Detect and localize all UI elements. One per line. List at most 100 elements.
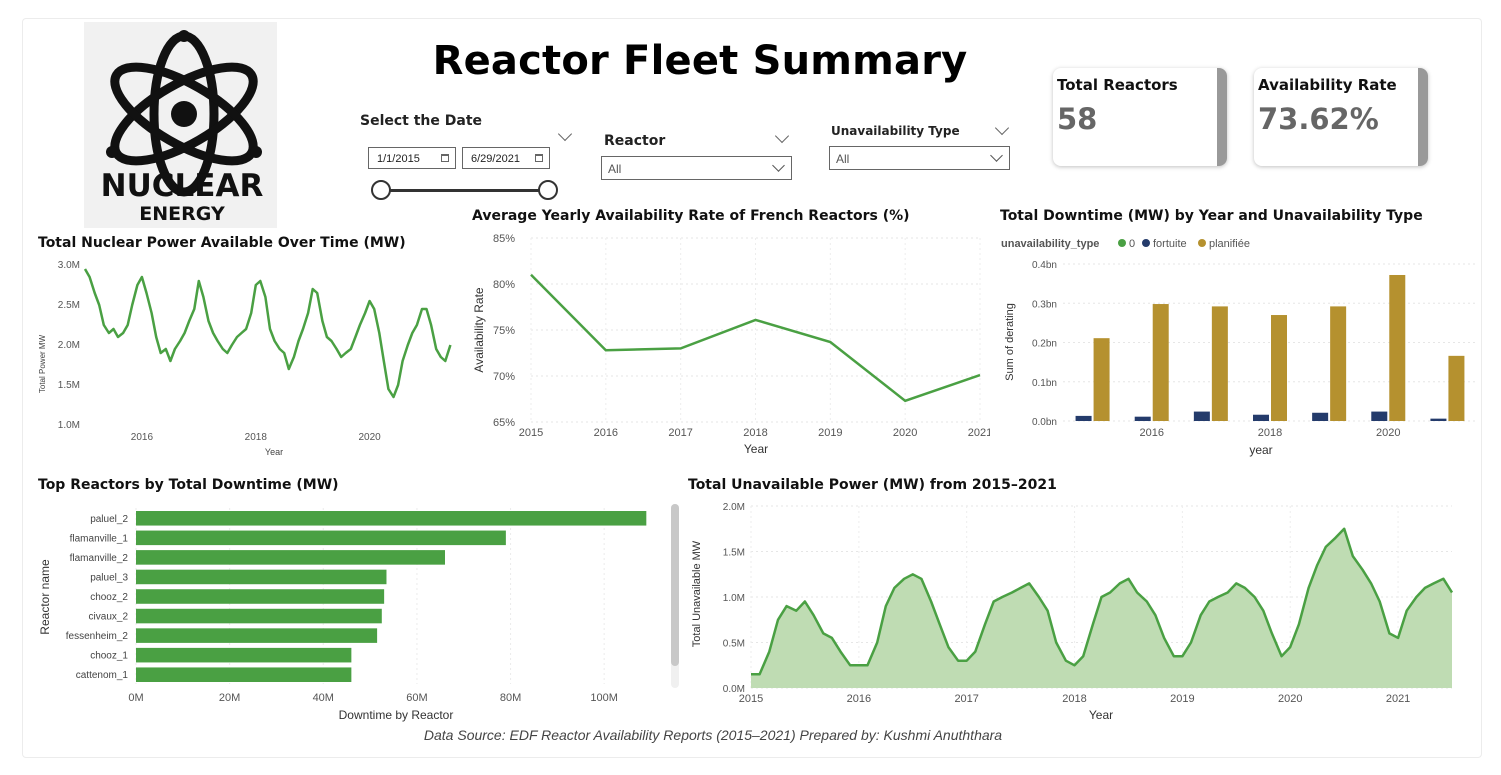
reactor-downtime-bar bbox=[136, 647, 352, 663]
bar-fortuite bbox=[1193, 411, 1210, 421]
y-tick-label: 3.0M bbox=[58, 260, 80, 271]
power-x-axis-title: Year bbox=[265, 447, 283, 457]
x-tick-label: 40M bbox=[313, 692, 334, 704]
bar-planifiee bbox=[1448, 355, 1465, 421]
downtime-y-axis-title: Sum of derating bbox=[1004, 303, 1016, 381]
y-tick-label: 0.2bn bbox=[1032, 339, 1057, 350]
x-tick-label: 2020 bbox=[358, 432, 381, 443]
unavailability-dropdown-value: All bbox=[836, 152, 850, 166]
slider-start-handle[interactable] bbox=[371, 180, 391, 200]
calendar-icon[interactable] bbox=[441, 154, 449, 162]
unavailability-dropdown[interactable]: All bbox=[829, 146, 1010, 170]
y-tick-label: 1.5M bbox=[723, 548, 745, 559]
chevron-down-icon[interactable] bbox=[990, 149, 1003, 162]
y-tick-label: 0.3bn bbox=[1032, 299, 1057, 310]
bar-fortuite bbox=[1134, 416, 1151, 421]
start-date-input[interactable]: 1/1/2015 bbox=[368, 147, 456, 169]
y-tick-label: 85% bbox=[493, 233, 515, 245]
chevron-down-icon[interactable] bbox=[772, 159, 785, 172]
y-tick-label: 2.0M bbox=[58, 340, 80, 351]
slider-end-handle[interactable] bbox=[538, 180, 558, 200]
availability-rate-chart[interactable]: 85% 80% 75% 70% 65% 2015 2016 2017 2018 2019 2020 2… bbox=[465, 225, 990, 460]
reactor-downtime-bar bbox=[136, 608, 382, 624]
unavailable-power-chart-title: Total Unavailable Power (MW) from 2015–2… bbox=[688, 477, 1057, 493]
availability-rate-value: 73.62% bbox=[1258, 102, 1379, 136]
legend-title: unavailability_type bbox=[1001, 238, 1099, 250]
bar-fortuite bbox=[1253, 414, 1269, 421]
card-accent-bar bbox=[1418, 68, 1428, 166]
reactor-slicer-title: Reactor bbox=[604, 133, 666, 149]
downtime-x-axis-title: year bbox=[1249, 443, 1272, 457]
y-tick-label: 80% bbox=[493, 279, 515, 291]
avail-x-axis-title: Year bbox=[744, 442, 768, 456]
atom-icon: NUCLEAR ENERGY bbox=[101, 30, 264, 225]
x-tick-label: 2018 bbox=[245, 432, 268, 443]
bar-fortuite bbox=[1371, 411, 1388, 421]
bar-planifiee bbox=[1093, 338, 1110, 421]
top-reactors-scrollbar[interactable] bbox=[671, 504, 679, 688]
legend-marker-fortuite bbox=[1142, 239, 1150, 247]
x-tick-label: 2020 bbox=[1376, 427, 1400, 439]
unavailable-power-line bbox=[751, 527, 1454, 676]
reactor-downtime-bar bbox=[136, 511, 647, 526]
reactor-name-label: flamanville_2 bbox=[70, 553, 129, 564]
availability-rate-label: Availability Rate bbox=[1258, 76, 1397, 94]
x-tick-label: 60M bbox=[406, 692, 427, 704]
reactor-downtime-bar bbox=[136, 569, 387, 585]
y-tick-label: 75% bbox=[493, 325, 515, 337]
top-reactors-chart[interactable]: paluel_2 flamanville_1 flamanville_2paluel… bbox=[30, 498, 670, 728]
bar-fortuite bbox=[1312, 412, 1329, 421]
legend-label-fortuite: fortuite bbox=[1153, 238, 1187, 250]
x-tick-label: 2018 bbox=[1258, 427, 1282, 439]
x-tick-label: 2020 bbox=[1278, 693, 1302, 705]
scrollbar-thumb[interactable] bbox=[671, 504, 679, 666]
bar-planifiee bbox=[1211, 306, 1228, 421]
end-date-input[interactable]: 6/29/2021 bbox=[462, 147, 550, 169]
total-reactors-value: 58 bbox=[1057, 102, 1098, 136]
x-tick-label: 2016 bbox=[847, 693, 871, 705]
availability-rate-line bbox=[530, 273, 981, 403]
power-available-chart[interactable]: 3.0M 2.5M 2.0M 1.5M 1.0M 2016 2018 2020 Year To… bbox=[30, 252, 460, 462]
x-tick-label: 2016 bbox=[131, 432, 154, 443]
legend-marker-planifiee bbox=[1198, 239, 1206, 247]
start-date-value: 1/1/2015 bbox=[377, 153, 420, 165]
y-tick-label: 70% bbox=[493, 371, 515, 383]
y-tick-label: 1.0M bbox=[58, 420, 80, 431]
reactor-name-label: cattenom_1 bbox=[76, 670, 129, 681]
unavail-x-axis-title: Year bbox=[1089, 708, 1113, 722]
footer-source-note: Data Source: EDF Reactor Availability Re… bbox=[423, 727, 1003, 743]
logo-word-nuclear: NUCLEAR bbox=[101, 168, 264, 204]
unavail-y-axis-title: Total Unavailable MW bbox=[691, 540, 703, 647]
bar-planifiee bbox=[1271, 315, 1287, 421]
reactor-dropdown[interactable]: All bbox=[601, 156, 792, 180]
x-tick-label: 80M bbox=[500, 692, 521, 704]
x-tick-label: 2021 bbox=[1386, 693, 1410, 705]
reactor-name-label: civaux_2 bbox=[89, 612, 129, 623]
legend-marker-0 bbox=[1118, 239, 1126, 247]
reactor-name-label: flamanville_1 bbox=[70, 533, 129, 544]
x-tick-label: 2017 bbox=[954, 693, 978, 705]
bar-planifiee bbox=[1330, 306, 1347, 421]
reactor-downtime-bar bbox=[136, 530, 506, 546]
page-title: Reactor Fleet Summary bbox=[432, 38, 968, 84]
bar-fortuite bbox=[1430, 418, 1447, 421]
total-reactors-card[interactable]: Total Reactors 58 bbox=[1053, 68, 1227, 166]
top-reactors-chart-title: Top Reactors by Total Downtime (MW) bbox=[38, 477, 339, 493]
x-tick-label: 2019 bbox=[1170, 693, 1194, 705]
x-tick-label: 2015 bbox=[519, 427, 543, 439]
power-available-line bbox=[83, 268, 452, 399]
y-tick-label: 0.4bn bbox=[1032, 260, 1057, 271]
x-tick-label: 2016 bbox=[594, 427, 618, 439]
reactor-name-label: chooz_2 bbox=[90, 592, 128, 603]
reactor-downtime-bar bbox=[136, 550, 445, 565]
y-tick-label: 65% bbox=[493, 417, 515, 429]
date-range-slider[interactable] bbox=[382, 189, 548, 192]
y-tick-label: 2.5M bbox=[58, 300, 80, 311]
end-date-value: 6/29/2021 bbox=[471, 153, 520, 165]
availability-rate-card[interactable]: Availability Rate 73.62% bbox=[1254, 68, 1428, 166]
reactor-name-label: chooz_1 bbox=[90, 651, 128, 662]
downtime-year-type-chart[interactable]: unavailability_type 0 fortuite planifiée… bbox=[995, 230, 1480, 462]
calendar-icon[interactable] bbox=[535, 154, 543, 162]
top-y-axis-title: Reactor name bbox=[38, 559, 52, 635]
